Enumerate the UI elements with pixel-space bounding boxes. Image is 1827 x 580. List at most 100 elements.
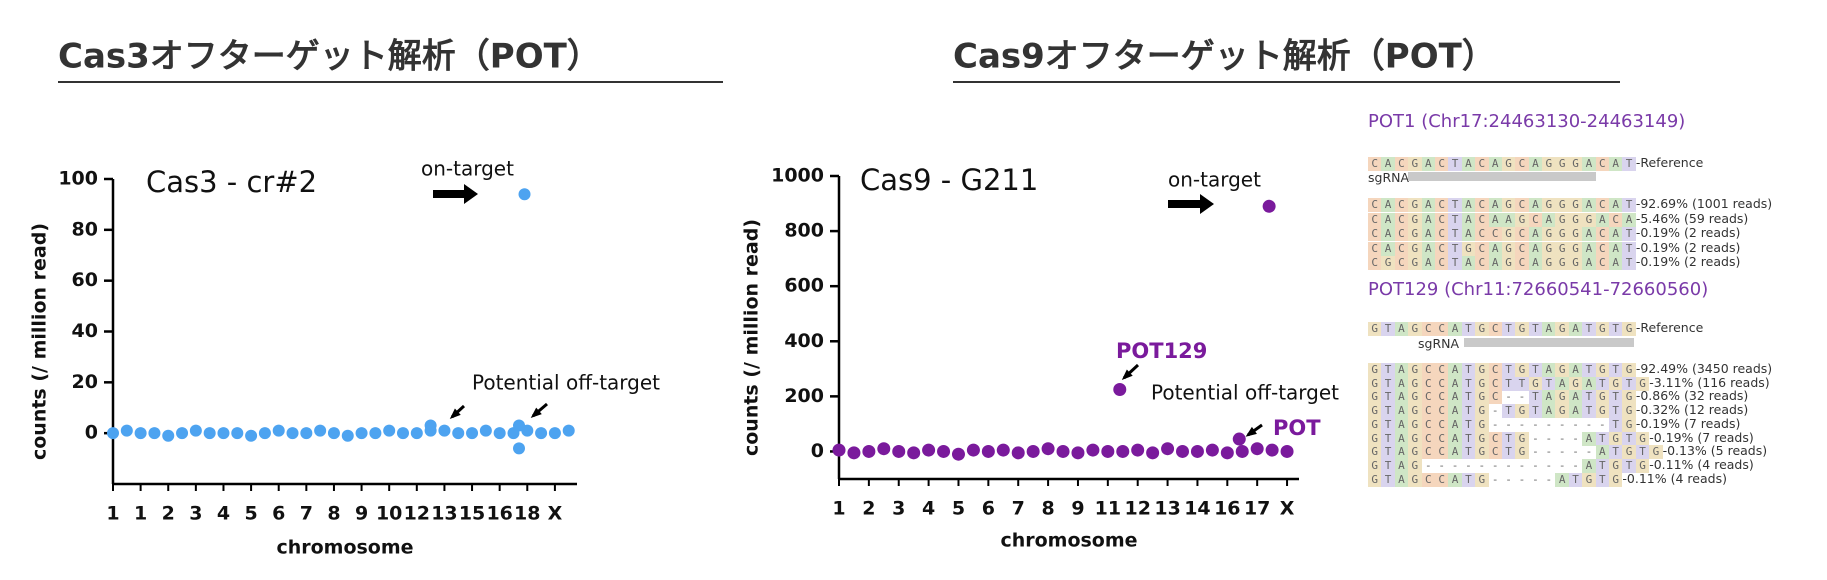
y-tick-label: 100 <box>58 168 98 190</box>
point <box>1116 444 1130 458</box>
base: G <box>1568 256 1583 270</box>
base: G <box>1568 212 1583 227</box>
y-tick-label: 80 <box>72 218 98 240</box>
base: T <box>1515 376 1529 391</box>
base: G <box>1622 417 1636 432</box>
base: A <box>1528 157 1543 171</box>
sgrna-label: sgRNA <box>1418 336 1460 351</box>
read-label: -0.11% (4 reads) <box>1649 456 1754 472</box>
base: G <box>1408 198 1422 212</box>
base: G <box>1408 157 1422 171</box>
base: T <box>1528 404 1543 419</box>
x-tick-label: 4 <box>922 498 935 520</box>
base: C <box>1394 256 1409 270</box>
base: A <box>1595 445 1610 460</box>
base: - <box>1558 445 1566 459</box>
base: T <box>1595 431 1610 446</box>
base: G <box>1555 241 1569 256</box>
base: G <box>1582 472 1596 487</box>
x-tick-label: 1 <box>134 503 147 525</box>
y-tick-label: 1000 <box>771 165 824 187</box>
arrow <box>449 408 461 420</box>
base: T <box>1528 322 1543 336</box>
base: T <box>1501 376 1516 391</box>
base: G <box>1555 363 1569 377</box>
base: A <box>1448 363 1462 377</box>
read-label: -0.11% (4 reads) <box>1622 470 1727 486</box>
base: G <box>1635 431 1650 446</box>
base: - <box>1532 472 1539 486</box>
base: C <box>1515 256 1529 270</box>
base: C <box>1475 198 1489 212</box>
base: C <box>1595 227 1610 241</box>
base: G <box>1542 227 1556 241</box>
read-label: -5.46% (59 reads) <box>1635 210 1749 226</box>
point <box>493 427 506 440</box>
base: T <box>1381 472 1395 487</box>
base: G <box>1475 363 1489 377</box>
alignment-title: POT129 (Chr11:72660541-72660560) <box>1368 279 1709 300</box>
base: - <box>1518 390 1526 404</box>
base: C <box>1421 445 1435 460</box>
point <box>1101 444 1115 458</box>
base: - <box>1491 472 1499 486</box>
alignment-row: G T A G C C A T G C T G T A G A T G T G -Reference <box>1368 321 1703 336</box>
base: G <box>1408 417 1422 432</box>
base: G <box>1555 227 1569 241</box>
base: T <box>1542 376 1556 391</box>
base: T <box>1461 376 1476 391</box>
base: G <box>1542 256 1556 270</box>
alignment-row: C G C G A C T A C A G C A G G G A C A T -0.19% (2 reads) <box>1368 254 1741 270</box>
base: A <box>1461 198 1476 212</box>
point <box>847 446 861 460</box>
point <box>286 427 299 440</box>
base: C <box>1434 256 1449 270</box>
base: - <box>1558 458 1566 472</box>
base: G <box>1555 322 1569 336</box>
base: T <box>1461 417 1476 432</box>
alignment-row: C A C G A C T A C A G C A G G G A C A T -Reference <box>1368 156 1703 171</box>
base: A <box>1582 198 1596 212</box>
base: G <box>1622 404 1636 419</box>
base: G <box>1408 363 1422 377</box>
base: T <box>1381 390 1395 405</box>
x-tick-label: X <box>1280 498 1295 520</box>
alignment-row: G T A G - - - - - - - - - - - - A T G T G -0.11% (4 reads) <box>1368 456 1754 473</box>
base: G <box>1501 256 1516 270</box>
base: A <box>1461 212 1476 227</box>
base: C <box>1434 241 1449 256</box>
point <box>981 444 995 458</box>
point <box>1235 444 1249 458</box>
base: A <box>1394 472 1409 487</box>
point <box>410 427 423 440</box>
base: A <box>1609 241 1623 256</box>
base: - <box>1572 417 1579 431</box>
alignment-row: G T A G C C A T G C T G T A G A T G T G -92.49% (3450 reads) <box>1368 362 1772 377</box>
x-tick-label: 5 <box>952 498 965 520</box>
base: G <box>1408 472 1422 487</box>
base: - <box>1518 458 1526 472</box>
read-label: -92.69% (1001 reads) <box>1635 196 1773 211</box>
base: C <box>1475 212 1489 227</box>
y-tick-label: 0 <box>811 440 824 462</box>
base: G <box>1649 445 1663 460</box>
base: T <box>1568 472 1583 487</box>
base: - <box>1438 458 1445 472</box>
base: A <box>1528 198 1543 212</box>
base: T <box>1609 390 1623 405</box>
y-tick-label: 40 <box>72 320 98 342</box>
point <box>148 427 161 440</box>
base: A <box>1568 322 1583 336</box>
base: G <box>1622 445 1636 460</box>
base: A <box>1381 241 1395 256</box>
read-label: -0.19% (2 reads) <box>1635 254 1741 269</box>
base: C <box>1595 256 1610 270</box>
alignment-row: G T A G C C A T G C - - T A G A T G T G -0.86% (32 reads) <box>1368 389 1748 405</box>
base: T <box>1582 404 1596 419</box>
x-tick-label: 6 <box>272 503 285 525</box>
x-axis-label: chromosome <box>1000 530 1137 552</box>
